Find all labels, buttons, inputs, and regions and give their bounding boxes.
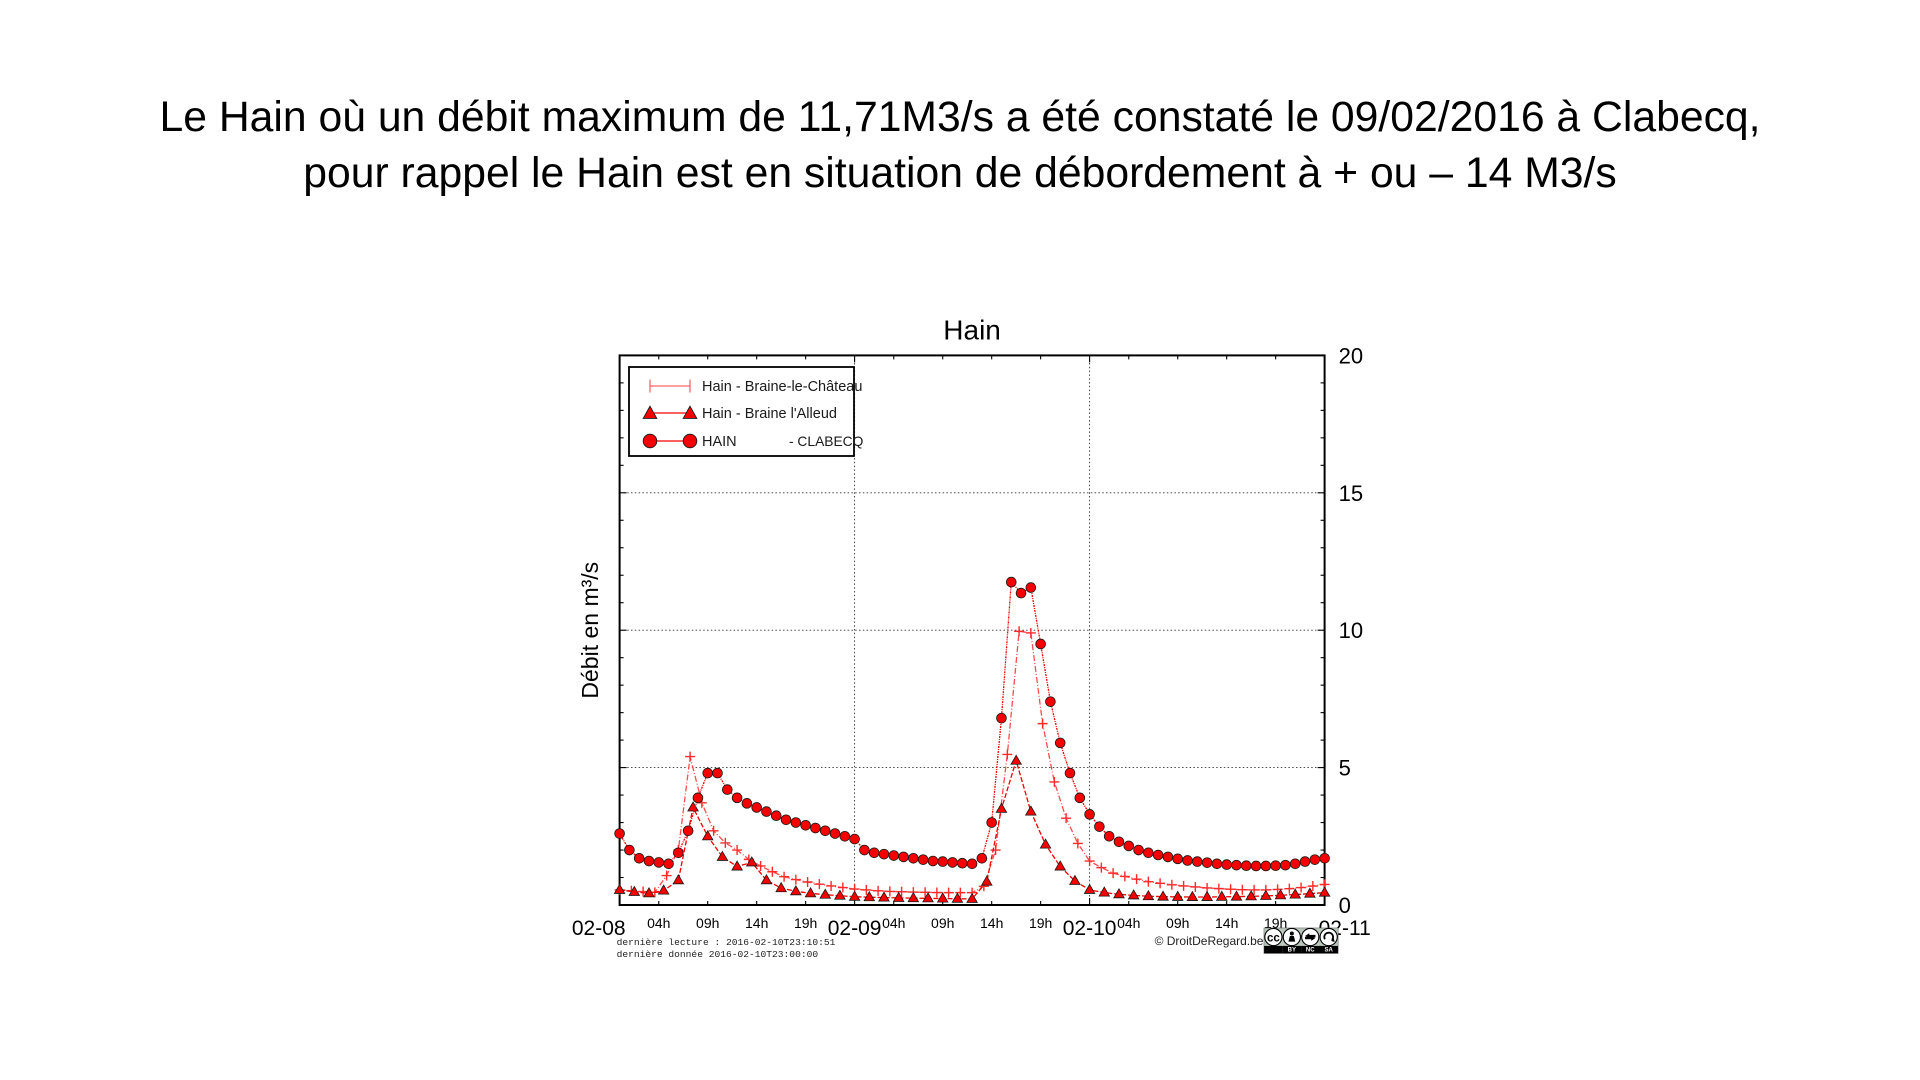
- svg-text:HAIN: HAIN: [702, 434, 737, 450]
- svg-text:19h: 19h: [794, 915, 817, 931]
- svg-text:14h: 14h: [745, 915, 768, 931]
- svg-text:15: 15: [1339, 481, 1363, 506]
- svg-text:NC: NC: [1306, 948, 1315, 954]
- svg-text:© DroitDeRegard.be: © DroitDeRegard.be: [1155, 934, 1264, 948]
- svg-text:Hain - Braine-le-Château: Hain - Braine-le-Château: [702, 379, 862, 395]
- svg-text:09h: 09h: [931, 915, 954, 931]
- svg-text:- CLABECQ: - CLABECQ: [789, 434, 864, 449]
- svg-text:dernière lecture : 2016-02-10T: dernière lecture : 2016-02-10T23:10:51: [617, 937, 836, 948]
- svg-text:04h: 04h: [647, 915, 670, 931]
- svg-text:04h: 04h: [882, 915, 905, 931]
- svg-text:14h: 14h: [980, 915, 1003, 931]
- svg-text:04h: 04h: [1117, 915, 1140, 931]
- svg-text:SA: SA: [1325, 948, 1334, 954]
- svg-text:19h: 19h: [1029, 915, 1052, 931]
- svg-text:5: 5: [1339, 756, 1351, 781]
- svg-text:10: 10: [1339, 618, 1363, 643]
- svg-text:Hain: Hain: [943, 314, 1001, 345]
- svg-text:02-10: 02-10: [1063, 917, 1117, 940]
- svg-text:02-09: 02-09: [828, 917, 882, 940]
- svg-text:09h: 09h: [1166, 915, 1189, 931]
- svg-text:14h: 14h: [1215, 915, 1238, 931]
- svg-text:Débit en m³/s: Débit en m³/s: [577, 562, 603, 699]
- svg-text:BY: BY: [1288, 948, 1296, 954]
- svg-text:09h: 09h: [696, 915, 719, 931]
- svg-text:cc: cc: [1267, 932, 1280, 944]
- svg-text:0: 0: [1339, 893, 1351, 918]
- svg-text:Hain - Braine l'Alleud: Hain - Braine l'Alleud: [702, 406, 837, 422]
- svg-text:dernière donnée 2016-02-10T23: dernière donnée 2016-02-10T23:00:00: [617, 949, 819, 960]
- svg-text:20: 20: [1339, 343, 1363, 368]
